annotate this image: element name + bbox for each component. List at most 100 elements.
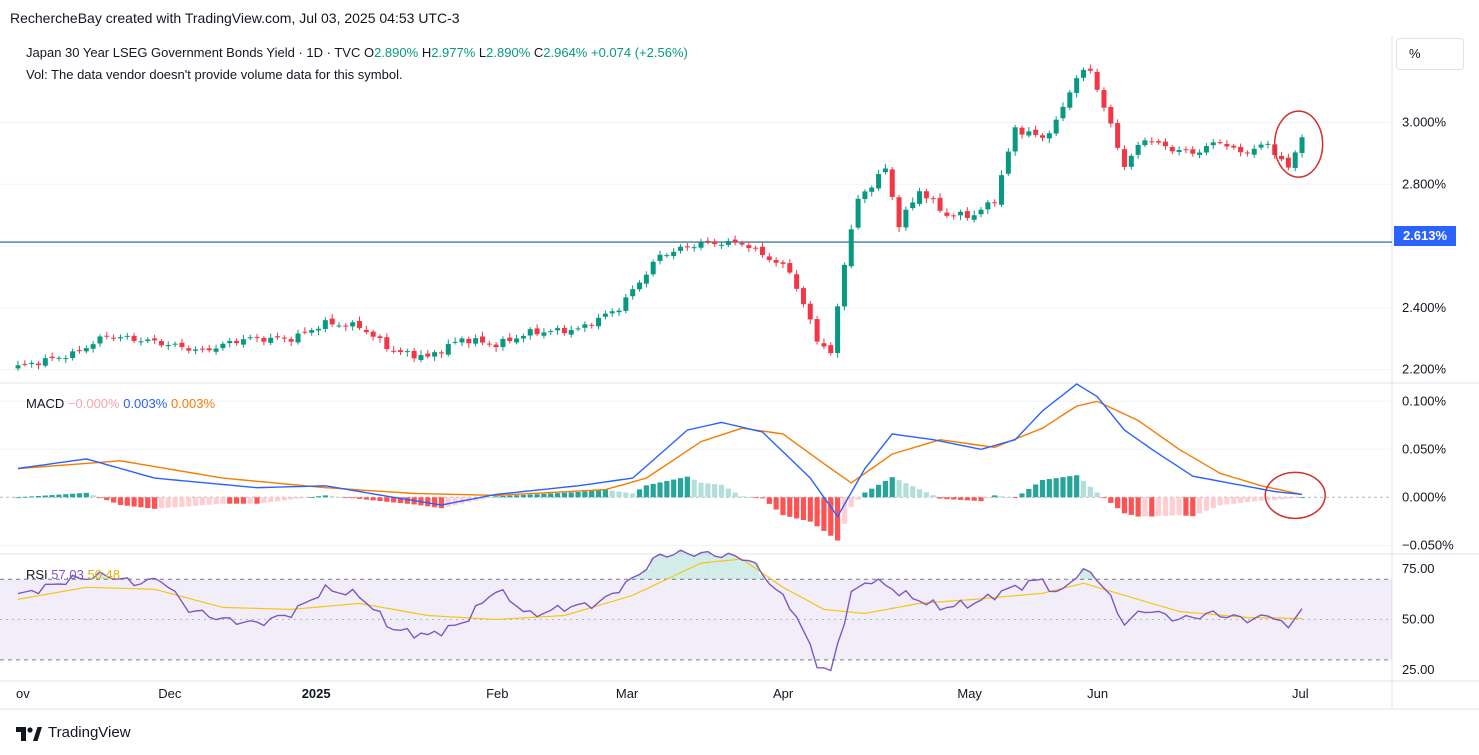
macd-histogram-bar [520,494,527,498]
candle-body [220,343,226,349]
macd-histogram-bar [233,497,240,504]
time-tick-label: Jun [1087,686,1108,701]
candle-body [1210,142,1216,146]
candle-body [145,339,151,342]
open-value: 2.890% [374,45,419,60]
low-label: L [478,45,487,60]
macd-histogram-bar [206,497,212,505]
candle-body [637,282,643,290]
candle-body [650,261,656,275]
last-price-tag: 2.613% [1394,226,1456,246]
candle-body [1285,157,1291,168]
macd-histogram-bar [1176,497,1182,516]
macd-histogram-bar [322,495,328,498]
open-label: O [363,45,375,60]
macd-histogram-bar [691,479,697,498]
candle-body [896,197,902,228]
candle-body [438,352,444,354]
candle-body [602,313,608,317]
candle-body [397,350,403,352]
macd-histogram-bar [1196,497,1203,514]
macd-histogram-bar [875,484,882,498]
candle-body [425,353,431,357]
candle-body [1101,90,1107,108]
macd-histogram-bar [807,497,813,522]
macd-histogram-bar [1149,497,1155,517]
candle-body [958,211,964,216]
candle-body [268,337,274,343]
candle-body [930,198,936,200]
candle-body [343,325,349,327]
candle-body [111,337,117,339]
candle-body [548,331,554,333]
candle-body [800,288,806,305]
macd-histogram-bar [1087,486,1093,498]
macd-histogram-bar [192,497,199,506]
macd-histogram-bar [1039,480,1046,498]
macd-histogram-bar [835,497,841,541]
candle-body [131,335,137,341]
macd-signal-line [17,400,1303,497]
candle-body [1067,92,1073,108]
macd-histogram-bar [1026,488,1032,498]
candle-body [357,321,362,329]
macd-histogram-bar [677,478,684,498]
candle-body [1176,150,1182,152]
macd-histogram-bar [1012,497,1018,499]
macd-histogram-bar [1046,479,1052,498]
candle-body [1115,123,1121,148]
macd-histogram-bar [356,497,363,499]
candle-body [691,247,697,249]
candle-body [445,344,451,355]
macd-histogram-bar [350,497,356,499]
candle-body [848,229,854,267]
price-tick-label: 2.200% [1402,362,1447,377]
macd-histogram-bar [739,496,745,498]
candle-body [623,297,629,311]
macd-histogram-bar [561,492,567,498]
macd-histogram-bar [1005,497,1011,498]
candle-body [254,336,260,338]
candle-body [1251,148,1257,155]
macd-histogram-bar [507,495,513,498]
macd-histogram-bar [725,488,731,498]
macd-histogram-bar [199,497,206,506]
candle-body [780,262,786,264]
candle-body [247,337,253,339]
macd-histogram-bar [1265,497,1271,501]
percent-scale-button[interactable]: % [1396,38,1464,70]
macd-histogram-bar [172,497,178,508]
candle-body [261,337,267,342]
candle-body [363,329,369,333]
time-tick-label: Mar [616,686,639,701]
macd-histogram-bar [1033,484,1039,498]
candle-body [541,332,547,336]
candle-body [42,358,48,366]
candle-body [199,348,205,350]
macd-histogram-bar [445,497,451,507]
candle-body [828,345,834,354]
macd-histogram-bar [131,497,137,507]
candle-body [90,344,96,349]
macd-histogram-bar [964,497,970,501]
candle-body [657,254,663,261]
macd-histogram-bar [869,488,875,498]
macd-histogram-bar [643,485,649,498]
macd-histogram-bar [90,495,96,498]
macd-histogram-bar [486,497,492,499]
time-tick-label: 2025 [302,686,331,701]
candle-body [240,339,246,345]
candle-body [500,338,506,348]
candle-body [684,246,690,248]
macd-histogram-bar [152,497,158,509]
candle-body [193,349,199,351]
macd-histogram-bar [1203,497,1210,511]
candle-body [561,328,567,334]
macd-histogram-bar [1244,497,1250,503]
macd-histogram-bar [684,476,690,498]
time-tick-label: May [957,686,982,701]
candle-body [322,320,328,329]
candle-body [787,263,793,273]
candle-body [794,274,800,289]
